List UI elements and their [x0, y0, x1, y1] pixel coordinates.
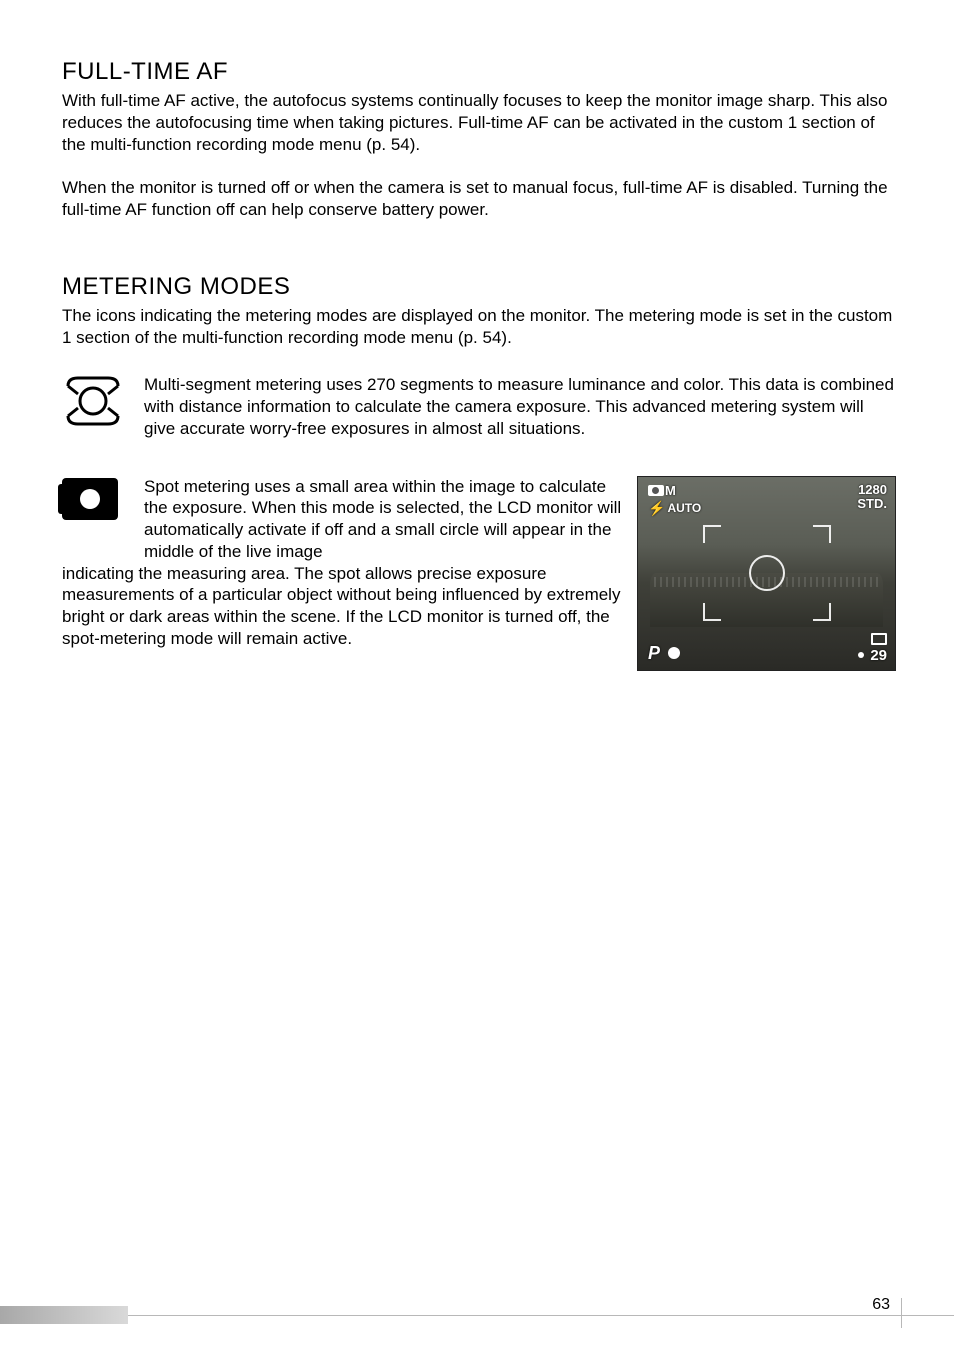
lcd-top-left-overlay: M ⚡AUTO — [648, 483, 701, 517]
resolution-indicator: 1280 — [857, 483, 887, 497]
camera-mode-icon: M — [648, 483, 701, 498]
page-content: FULL-TIME AF With full-time AF active, t… — [0, 0, 954, 671]
multi-segment-block: Multi-segment metering uses 270 segments… — [62, 374, 896, 439]
spot-mode-dot-icon — [668, 647, 680, 659]
program-mode-indicator: P — [648, 643, 660, 664]
page-tick — [901, 1298, 902, 1328]
metering-title: METERING MODES — [62, 273, 896, 301]
lcd-top-right-overlay: 1280 STD. — [857, 483, 887, 512]
spot-metering-block: Spot metering uses a small area within t… — [62, 476, 896, 671]
multi-segment-text: Multi-segment metering uses 270 segments… — [144, 374, 896, 439]
quality-indicator: STD. — [857, 497, 887, 511]
spot-metering-icon — [62, 476, 144, 526]
flash-label: AUTO — [667, 501, 701, 515]
lcd-preview: M ⚡AUTO 1280 STD. P — [637, 476, 896, 671]
record-dot-icon — [858, 652, 864, 658]
footer-line — [128, 1315, 954, 1316]
spot-lead-text: Spot metering uses a small area within t… — [144, 476, 623, 563]
footer-bar — [0, 1306, 954, 1324]
spot-wrap-text: indicating the measuring area. The spot … — [62, 563, 623, 650]
memory-card-icon — [871, 633, 887, 645]
lcd-bottom-right-overlay: 29 — [858, 633, 887, 664]
flash-icon: ⚡ — [648, 500, 665, 517]
page-number: 63 — [872, 1296, 890, 1314]
spot-circle-indicator — [749, 555, 785, 591]
flash-auto-indicator: ⚡AUTO — [648, 500, 701, 517]
footer-gradient — [0, 1306, 128, 1324]
fulltime-af-title: FULL-TIME AF — [62, 58, 896, 86]
fulltime-af-para1: With full-time AF active, the autofocus … — [62, 90, 896, 155]
lcd-bottom-left-overlay: P — [648, 643, 680, 664]
metering-intro: The icons indicating the metering modes … — [62, 305, 896, 349]
multi-segment-icon — [62, 374, 144, 426]
frame-count: 29 — [870, 647, 887, 664]
fulltime-af-para2: When the monitor is turned off or when t… — [62, 177, 896, 221]
